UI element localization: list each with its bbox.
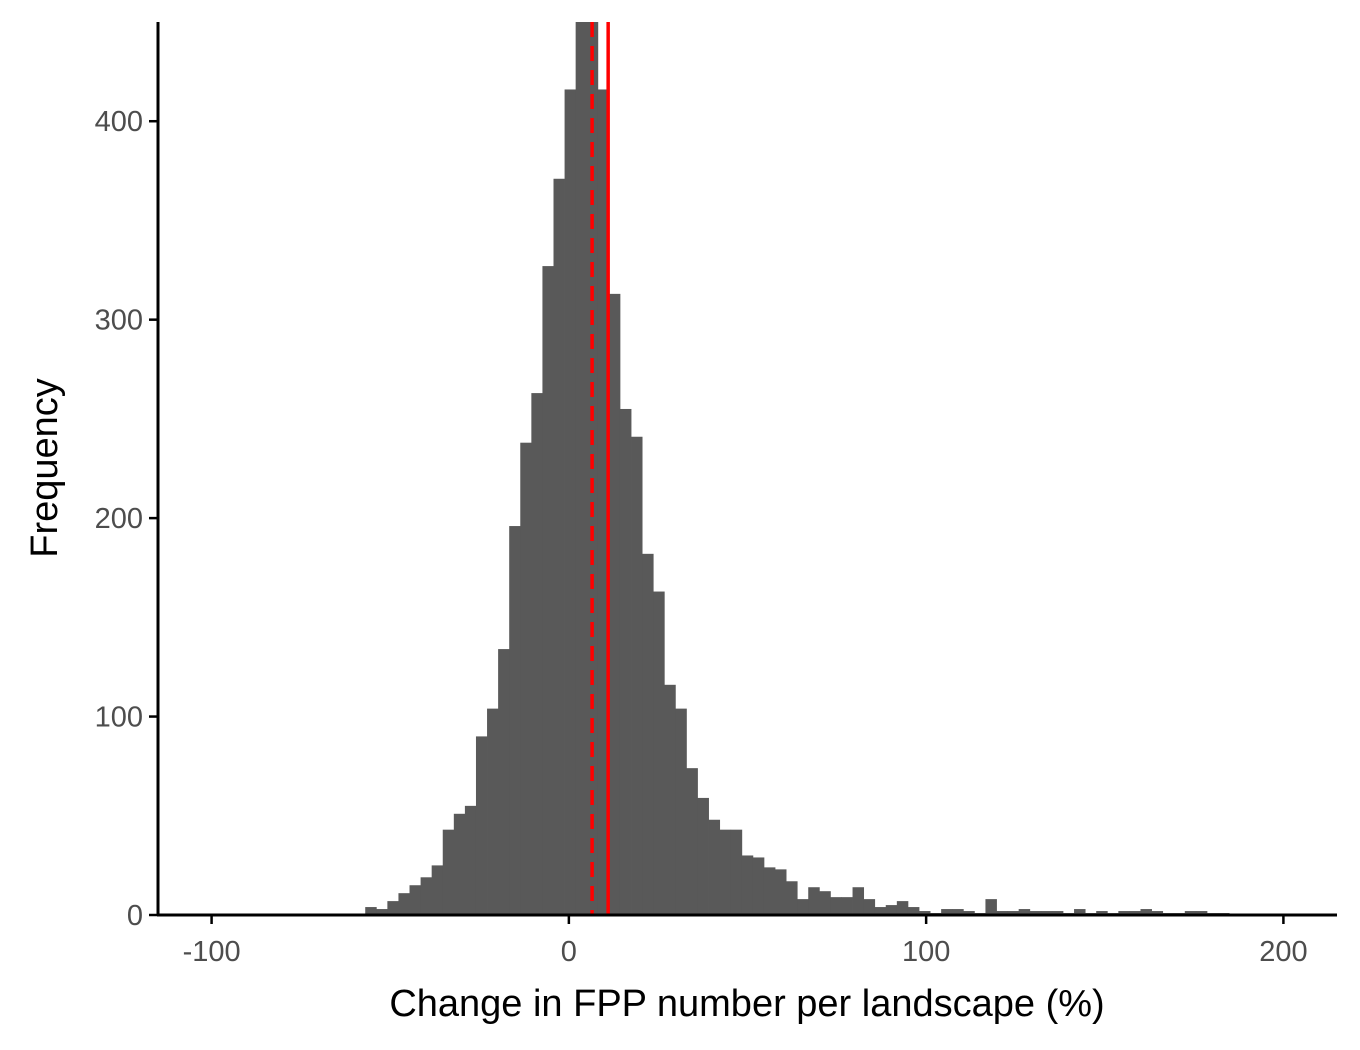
histogram-bar [719, 829, 732, 915]
histogram-bar [498, 649, 510, 915]
histogram-bar [697, 797, 709, 915]
x-tick-label: 200 [1259, 936, 1307, 968]
histogram-bar [686, 768, 698, 915]
histogram-bar [376, 909, 388, 915]
histogram-bar [952, 909, 964, 915]
histogram-bar [531, 393, 543, 916]
histogram-bar [1029, 911, 1042, 915]
y-tick-label: 0 [127, 900, 143, 932]
histogram-bar [642, 553, 654, 915]
histogram-bar [387, 901, 399, 915]
histogram-bar [841, 897, 853, 915]
histogram-bar [1129, 911, 1141, 915]
histogram-bars [365, 22, 1230, 916]
histogram-bar [475, 736, 488, 915]
histogram-bar [1074, 909, 1086, 915]
histogram-bar [797, 899, 809, 915]
histogram-bar [830, 897, 842, 915]
histogram-bar [885, 905, 898, 915]
histogram-bar [675, 708, 687, 915]
y-tick-label: 300 [95, 305, 143, 337]
histogram-bar [420, 877, 433, 915]
histogram-bar [653, 591, 665, 915]
histogram-bar [1140, 909, 1152, 915]
axes [156, 22, 1337, 917]
histogram-bar [597, 89, 610, 916]
histogram-bar [985, 899, 997, 915]
histogram-bar [575, 22, 588, 915]
histogram-bar [464, 805, 477, 915]
x-tick-label: 100 [902, 936, 950, 968]
histogram-bar [619, 408, 632, 915]
histogram-bar [1096, 911, 1108, 915]
histogram-bar [863, 899, 876, 915]
histogram-bar [752, 857, 765, 915]
histogram-bar [1051, 911, 1064, 915]
histogram-bar [852, 887, 865, 915]
x-ticks: -100 0 100 200 [183, 915, 1308, 968]
histogram-bar [1151, 911, 1164, 915]
histogram-bar [442, 829, 455, 915]
histogram-bar [564, 89, 577, 916]
histogram-bar [398, 893, 410, 915]
y-tick-label: 200 [95, 503, 143, 535]
x-tick-label: 0 [561, 936, 577, 968]
histogram-bar [542, 266, 554, 916]
histogram-bar [1018, 909, 1031, 915]
histogram-bar [409, 885, 421, 915]
histogram-bar [1040, 911, 1053, 915]
histogram-bar [786, 881, 798, 915]
histogram-bar [431, 865, 444, 915]
histogram-bar [775, 869, 787, 915]
histogram-bar [553, 178, 565, 915]
histogram-bar [487, 708, 499, 915]
reference-lines [590, 22, 610, 915]
x-axis-title: Change in FPP number per landscape (%) [389, 983, 1104, 1025]
histogram-bar [708, 819, 721, 915]
histogram-bar [520, 442, 532, 915]
y-axis-title: Frequency [24, 378, 66, 558]
histogram-bar [631, 436, 643, 915]
histogram-bar [1195, 911, 1208, 915]
histogram-bar [996, 911, 1008, 915]
histogram-bar [819, 891, 831, 915]
y-tick-label: 400 [95, 106, 143, 138]
y-tick-label: 100 [95, 702, 143, 734]
histogram-bar [874, 907, 887, 915]
histogram-bar [963, 911, 975, 915]
histogram-bar [664, 684, 676, 915]
x-tick-label: -100 [183, 936, 241, 968]
histogram-bar [896, 901, 909, 915]
histogram-bar [907, 907, 920, 915]
histogram-bar [608, 293, 621, 915]
y-ticks: 0 100 200 300 400 [95, 106, 158, 932]
histogram-bar [808, 887, 820, 915]
histogram-bar [1184, 911, 1197, 915]
histogram-bar [918, 911, 931, 915]
histogram-bar [941, 909, 953, 915]
histogram-bar [730, 829, 743, 915]
histogram-bar [1118, 911, 1130, 915]
histogram-bar [1007, 911, 1020, 915]
histogram-bar [763, 867, 776, 915]
histogram-bar [509, 526, 521, 915]
histogram-bar [365, 907, 377, 915]
histogram-bar [741, 855, 754, 915]
histogram-bar [453, 813, 466, 915]
